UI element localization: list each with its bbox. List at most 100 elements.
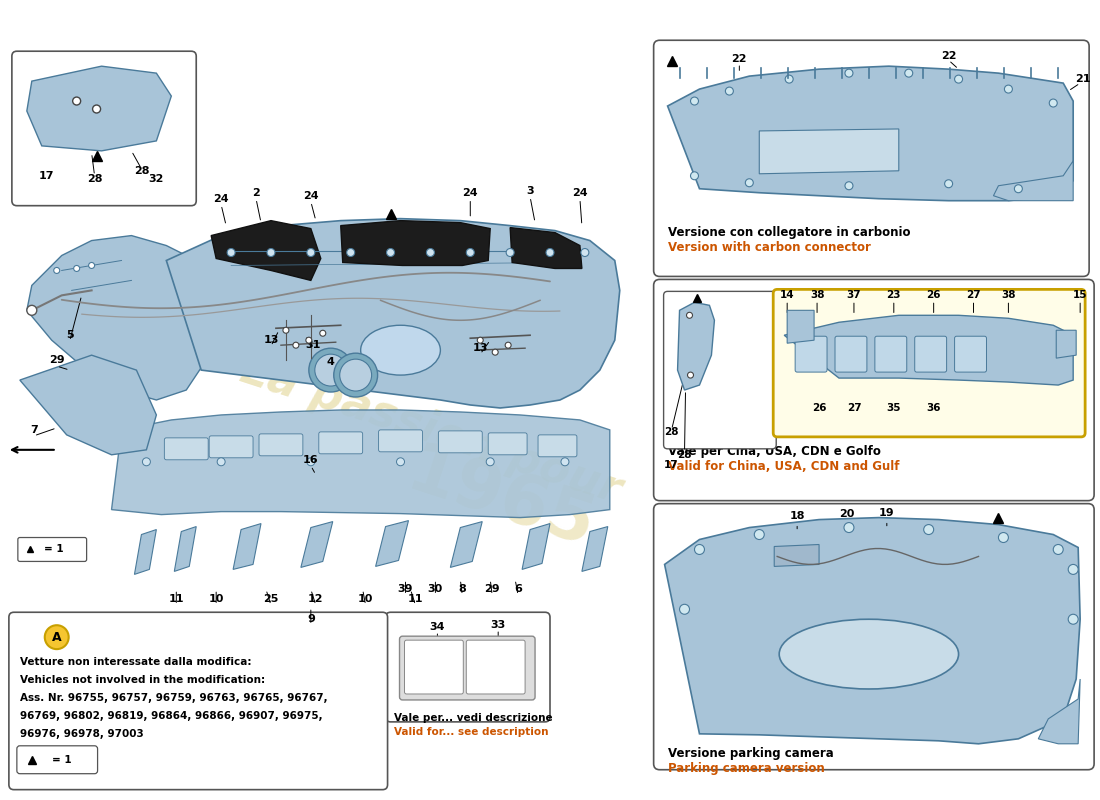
Polygon shape — [174, 526, 196, 571]
Text: 38: 38 — [810, 290, 824, 300]
Text: 28: 28 — [134, 166, 150, 176]
Text: 37: 37 — [847, 290, 861, 300]
Circle shape — [785, 75, 793, 83]
Text: 28: 28 — [664, 427, 679, 437]
FancyBboxPatch shape — [399, 636, 535, 700]
Text: A: A — [52, 630, 62, 644]
Text: 22: 22 — [940, 51, 956, 61]
Polygon shape — [111, 410, 609, 518]
Text: 24: 24 — [462, 188, 478, 198]
FancyBboxPatch shape — [538, 435, 576, 457]
FancyBboxPatch shape — [915, 336, 947, 372]
Text: 29: 29 — [484, 584, 500, 594]
FancyBboxPatch shape — [773, 290, 1085, 437]
Polygon shape — [375, 521, 408, 566]
FancyBboxPatch shape — [488, 433, 527, 455]
FancyBboxPatch shape — [653, 504, 1094, 770]
Circle shape — [845, 69, 853, 77]
Text: 13: 13 — [263, 335, 278, 346]
Circle shape — [217, 458, 226, 466]
Circle shape — [73, 97, 80, 105]
Text: 33: 33 — [491, 620, 506, 630]
Text: 8: 8 — [459, 584, 466, 594]
Polygon shape — [1056, 330, 1076, 358]
Circle shape — [955, 75, 962, 83]
FancyBboxPatch shape — [16, 746, 98, 774]
Circle shape — [688, 372, 693, 378]
Polygon shape — [26, 235, 211, 400]
Text: 25: 25 — [263, 594, 278, 604]
Circle shape — [89, 262, 95, 269]
Polygon shape — [166, 218, 619, 408]
Circle shape — [924, 525, 934, 534]
Text: Ass. Nr. 96755, 96757, 96759, 96763, 96765, 96767,: Ass. Nr. 96755, 96757, 96759, 96763, 967… — [20, 693, 328, 703]
Circle shape — [26, 306, 36, 315]
Text: 23: 23 — [887, 290, 901, 300]
Text: = 1: = 1 — [52, 754, 72, 765]
Text: 22: 22 — [732, 54, 747, 64]
Text: Vehicles not involved in the modification:: Vehicles not involved in the modificatio… — [20, 675, 265, 685]
Text: 27: 27 — [847, 403, 861, 413]
Polygon shape — [450, 522, 482, 567]
Text: 18: 18 — [790, 510, 805, 521]
Circle shape — [691, 172, 698, 180]
Text: Versione parking camera: Versione parking camera — [668, 746, 834, 760]
Polygon shape — [582, 526, 608, 571]
Circle shape — [945, 180, 953, 188]
Circle shape — [307, 249, 315, 257]
Circle shape — [691, 97, 698, 105]
Text: 28: 28 — [678, 450, 692, 460]
Polygon shape — [1038, 679, 1080, 744]
Text: 4: 4 — [327, 357, 334, 367]
Circle shape — [340, 359, 372, 391]
FancyBboxPatch shape — [653, 279, 1094, 501]
FancyBboxPatch shape — [378, 430, 422, 452]
Circle shape — [307, 458, 315, 466]
Ellipse shape — [361, 326, 440, 375]
Text: 17: 17 — [39, 170, 55, 181]
Text: Vetture non interessate dalla modifica:: Vetture non interessate dalla modifica: — [20, 657, 251, 667]
Circle shape — [45, 626, 68, 649]
Text: 2: 2 — [252, 188, 260, 198]
Circle shape — [905, 69, 913, 77]
Text: 29: 29 — [48, 355, 65, 365]
FancyBboxPatch shape — [466, 640, 525, 694]
Text: 15: 15 — [1072, 290, 1088, 300]
Circle shape — [293, 342, 299, 348]
FancyBboxPatch shape — [874, 336, 906, 372]
Circle shape — [92, 105, 100, 113]
Circle shape — [320, 330, 326, 336]
Circle shape — [346, 249, 354, 257]
FancyBboxPatch shape — [663, 291, 777, 449]
Text: 14: 14 — [780, 290, 794, 300]
Circle shape — [1068, 565, 1078, 574]
Circle shape — [1014, 185, 1022, 193]
Text: 38: 38 — [1001, 290, 1015, 300]
Circle shape — [844, 522, 854, 533]
Circle shape — [466, 249, 474, 257]
FancyBboxPatch shape — [319, 432, 363, 454]
Text: Valid for... see description: Valid for... see description — [394, 727, 548, 737]
Text: 31: 31 — [305, 340, 320, 350]
Text: 96976, 96978, 97003: 96976, 96978, 97003 — [20, 729, 144, 739]
Polygon shape — [233, 523, 261, 570]
Text: = 1: = 1 — [44, 545, 64, 554]
Polygon shape — [211, 221, 321, 281]
FancyBboxPatch shape — [386, 612, 550, 722]
Text: 39: 39 — [398, 584, 414, 594]
Text: 10: 10 — [209, 594, 224, 604]
Circle shape — [746, 178, 754, 186]
Polygon shape — [341, 221, 491, 266]
Text: 10: 10 — [358, 594, 373, 604]
Text: 6: 6 — [514, 584, 522, 594]
FancyBboxPatch shape — [209, 436, 253, 458]
Circle shape — [477, 338, 483, 343]
Circle shape — [1004, 85, 1012, 93]
Circle shape — [227, 249, 235, 257]
FancyBboxPatch shape — [405, 640, 463, 694]
Polygon shape — [510, 228, 582, 269]
Circle shape — [267, 249, 275, 257]
FancyBboxPatch shape — [653, 40, 1089, 277]
Polygon shape — [759, 129, 899, 174]
FancyBboxPatch shape — [955, 336, 987, 372]
